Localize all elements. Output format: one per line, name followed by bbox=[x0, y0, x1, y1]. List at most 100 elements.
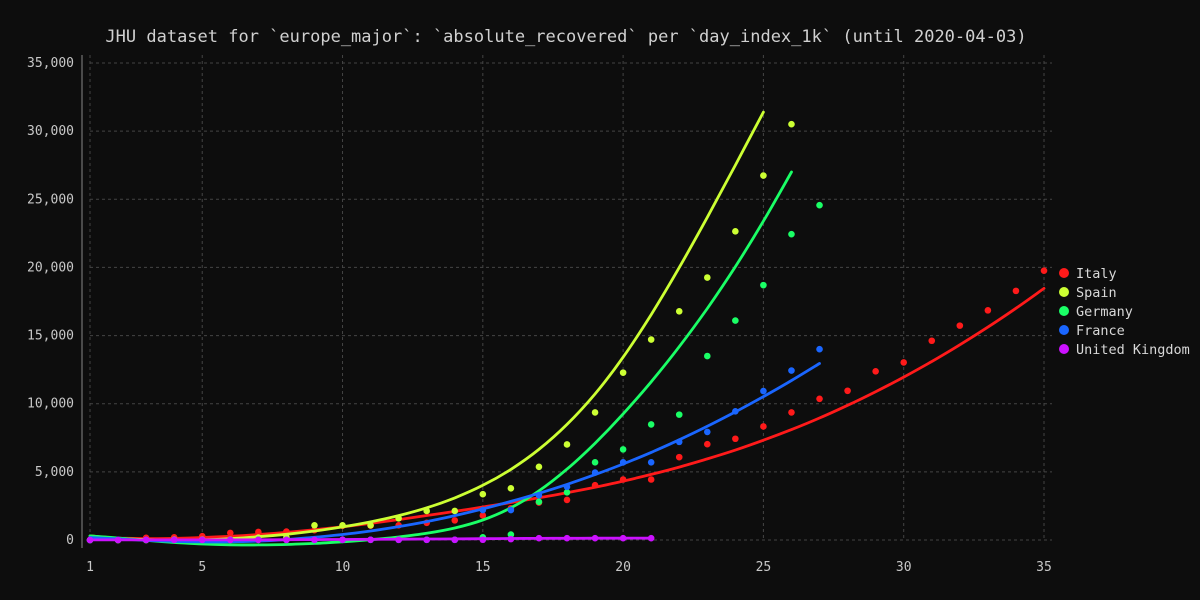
legend-item-spain: Spain bbox=[1059, 285, 1117, 301]
x-tick-label: 25 bbox=[756, 560, 772, 575]
legend-label: Germany bbox=[1076, 304, 1133, 320]
data-point-united-kingdom bbox=[423, 536, 431, 544]
data-point-spain bbox=[507, 485, 515, 492]
data-point-spain bbox=[619, 369, 627, 376]
data-point-france bbox=[703, 428, 711, 436]
chart-title: JHU dataset for `europe_major`: `absolut… bbox=[105, 27, 1026, 47]
x-tick-label: 35 bbox=[1036, 560, 1052, 575]
x-tick-label: 20 bbox=[615, 560, 631, 575]
data-point-france bbox=[675, 438, 683, 446]
data-point-united-kingdom bbox=[451, 536, 459, 544]
y-tick-label: 5,000 bbox=[35, 465, 74, 480]
data-point-italy bbox=[928, 337, 936, 345]
series-united-kingdom bbox=[86, 534, 655, 544]
y-tick-label: 25,000 bbox=[27, 192, 74, 207]
data-point-united-kingdom bbox=[114, 536, 122, 544]
legend-marker bbox=[1059, 344, 1069, 354]
data-point-spain bbox=[311, 521, 318, 529]
data-point-italy bbox=[479, 512, 487, 519]
legend-marker bbox=[1059, 268, 1069, 278]
data-point-united-kingdom bbox=[395, 536, 402, 544]
data-point-italy bbox=[647, 476, 655, 483]
grid bbox=[89, 55, 1052, 541]
data-point-united-kingdom bbox=[563, 534, 571, 542]
data-point-france bbox=[647, 459, 655, 466]
legend-item-germany: Germany bbox=[1059, 304, 1133, 320]
legend: Italy Spain Germany France United Kingdom bbox=[1059, 266, 1190, 358]
data-point-united-kingdom bbox=[591, 534, 599, 542]
data-point-germany bbox=[675, 411, 683, 418]
y-tick-label: 20,000 bbox=[27, 260, 74, 275]
data-point-italy bbox=[255, 528, 262, 536]
legend-label: United Kingdom bbox=[1076, 342, 1190, 358]
x-tick-label: 30 bbox=[896, 560, 912, 575]
y-tick-label: 15,000 bbox=[27, 329, 74, 344]
legend-label: France bbox=[1076, 323, 1125, 339]
data-point-italy bbox=[703, 440, 711, 448]
data-point-spain bbox=[788, 120, 795, 128]
data-point-united-kingdom bbox=[86, 536, 94, 544]
data-point-united-kingdom bbox=[170, 536, 178, 544]
y-tick-label: 0 bbox=[66, 533, 74, 548]
data-point-france bbox=[619, 459, 627, 466]
legend-item-france: France bbox=[1059, 323, 1125, 339]
data-point-germany bbox=[760, 281, 767, 289]
data-point-italy bbox=[956, 322, 964, 329]
data-point-italy bbox=[844, 387, 851, 395]
data-point-italy bbox=[872, 367, 879, 375]
axes: 0 5,000 10,000 15,000 20,000 25,000 30,000 35,0… bbox=[27, 55, 1052, 575]
data-point-italy bbox=[591, 481, 599, 489]
data-point-united-kingdom bbox=[142, 536, 150, 544]
data-point-spain bbox=[760, 172, 767, 179]
data-point-united-kingdom bbox=[367, 536, 374, 544]
data-point-germany bbox=[732, 317, 739, 324]
series-spain bbox=[86, 110, 795, 544]
data-point-spain bbox=[479, 490, 487, 498]
data-point-italy bbox=[900, 359, 908, 366]
y-tick-label: 30,000 bbox=[27, 124, 74, 139]
legend-marker bbox=[1059, 325, 1069, 335]
data-point-germany bbox=[507, 531, 515, 538]
data-point-spain bbox=[647, 336, 655, 343]
data-point-spain bbox=[535, 463, 543, 471]
data-point-germany bbox=[647, 421, 655, 428]
legend-item-italy: Italy bbox=[1059, 266, 1117, 282]
series-germany bbox=[86, 170, 823, 547]
data-point-france bbox=[563, 483, 571, 491]
data-point-germany bbox=[703, 352, 711, 360]
data-point-united-kingdom bbox=[198, 536, 206, 544]
data-point-spain bbox=[339, 521, 346, 529]
data-point-spain bbox=[395, 515, 402, 522]
data-point-spain bbox=[451, 507, 459, 515]
data-point-italy bbox=[675, 453, 683, 461]
data-point-united-kingdom bbox=[255, 536, 262, 544]
data-point-united-kingdom bbox=[507, 535, 515, 543]
x-tick-label: 1 bbox=[86, 560, 94, 575]
data-point-italy bbox=[1012, 287, 1020, 295]
legend-label: Italy bbox=[1076, 266, 1117, 282]
legend-item-united-kingdom: United Kingdom bbox=[1059, 342, 1190, 358]
x-tick-label: 10 bbox=[335, 560, 351, 575]
data-point-united-kingdom bbox=[647, 534, 655, 542]
data-point-italy bbox=[226, 529, 234, 537]
data-point-spain bbox=[591, 409, 599, 416]
data-point-italy bbox=[451, 517, 459, 524]
data-point-united-kingdom bbox=[535, 534, 543, 542]
x-tick-label: 5 bbox=[198, 560, 206, 575]
data-point-spain bbox=[703, 274, 711, 281]
data-point-germany bbox=[591, 459, 599, 466]
data-point-italy bbox=[619, 476, 627, 483]
data-point-italy bbox=[816, 395, 823, 403]
legend-marker bbox=[1059, 287, 1069, 297]
data-point-united-kingdom bbox=[619, 534, 627, 542]
data-point-france bbox=[479, 506, 487, 514]
data-point-italy bbox=[563, 496, 571, 504]
fit-line-germany bbox=[88, 170, 793, 547]
legend-marker bbox=[1059, 306, 1069, 316]
data-point-germany bbox=[816, 201, 823, 209]
y-tick-label: 35,000 bbox=[27, 56, 74, 71]
data-point-italy bbox=[732, 435, 739, 443]
data-point-spain bbox=[563, 441, 571, 448]
